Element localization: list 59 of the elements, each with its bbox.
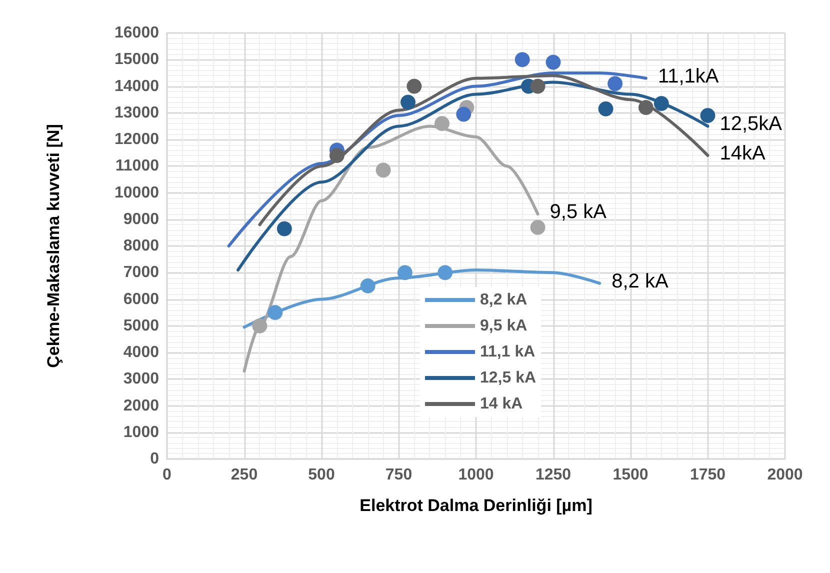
y-tick-label: 9000 <box>123 210 160 228</box>
x-tick-label: 1250 <box>535 466 572 484</box>
y-tick-label: 11000 <box>115 158 160 175</box>
x-axis-title: Elektrot Dalma Derinliği [µm] <box>360 496 592 515</box>
legend-label: 14 kA <box>480 396 524 412</box>
point <box>638 100 654 116</box>
y-tick-label: 14000 <box>114 78 160 95</box>
point <box>456 106 472 122</box>
y-tick-label: 10000 <box>114 184 160 202</box>
x-tick-label: 500 <box>308 466 335 484</box>
legend-label: 9,5 kA <box>480 318 528 334</box>
annotation: 8,2 kA <box>612 270 669 292</box>
y-tick-label: 8000 <box>123 238 160 254</box>
y-tick-label: 5000 <box>123 317 160 334</box>
legend-label: 11,1 kA <box>480 344 536 360</box>
y-tick-label: 16000 <box>114 24 160 42</box>
legend-label: 12,5 kA <box>480 370 536 386</box>
x-tick-label: 750 <box>385 466 412 484</box>
y-tick-label: 1000 <box>123 424 160 441</box>
point <box>438 265 453 280</box>
point <box>654 96 669 112</box>
point <box>700 108 716 124</box>
point <box>598 101 614 116</box>
point <box>530 220 546 235</box>
y-tick-label: 7000 <box>123 264 160 282</box>
y-tick-label: 2000 <box>123 397 160 414</box>
point <box>276 221 292 236</box>
annotation: 11,1kA <box>658 65 720 88</box>
y-tick-label: 4000 <box>123 344 160 361</box>
point <box>400 94 416 110</box>
point <box>252 318 268 334</box>
x-tick-label: 0 <box>162 466 172 484</box>
point <box>268 305 283 320</box>
x-tick-label: 1500 <box>612 466 648 484</box>
legend-label: 8,2 kA <box>480 292 528 308</box>
y-tick-label: 0 <box>150 450 160 468</box>
y-tick-label: 3000 <box>123 370 160 388</box>
annotation: 9,5 kA <box>550 201 608 224</box>
x-tick-label: 250 <box>230 466 258 484</box>
x-tick-label: 2000 <box>767 466 803 484</box>
annotation: 14kA <box>720 142 766 164</box>
point <box>406 78 422 94</box>
y-tick-label: 13000 <box>114 104 160 122</box>
point <box>329 148 344 163</box>
point <box>360 278 376 294</box>
point <box>608 76 623 92</box>
point <box>530 78 546 94</box>
x-tick-label: 1000 <box>458 466 494 484</box>
point <box>546 54 561 70</box>
annotation: 12,5kA <box>720 113 783 136</box>
point <box>434 116 450 132</box>
point <box>514 52 530 68</box>
x-tick-label: 1750 <box>690 466 726 484</box>
point <box>397 265 412 280</box>
point <box>376 162 391 178</box>
y-tick-label: 15000 <box>114 51 160 68</box>
y-tick-label: 12000 <box>114 131 160 148</box>
y-axis-title: Çekme-Makaslama kuvveti [N] <box>44 124 63 368</box>
y-tick-label: 6000 <box>123 290 160 308</box>
